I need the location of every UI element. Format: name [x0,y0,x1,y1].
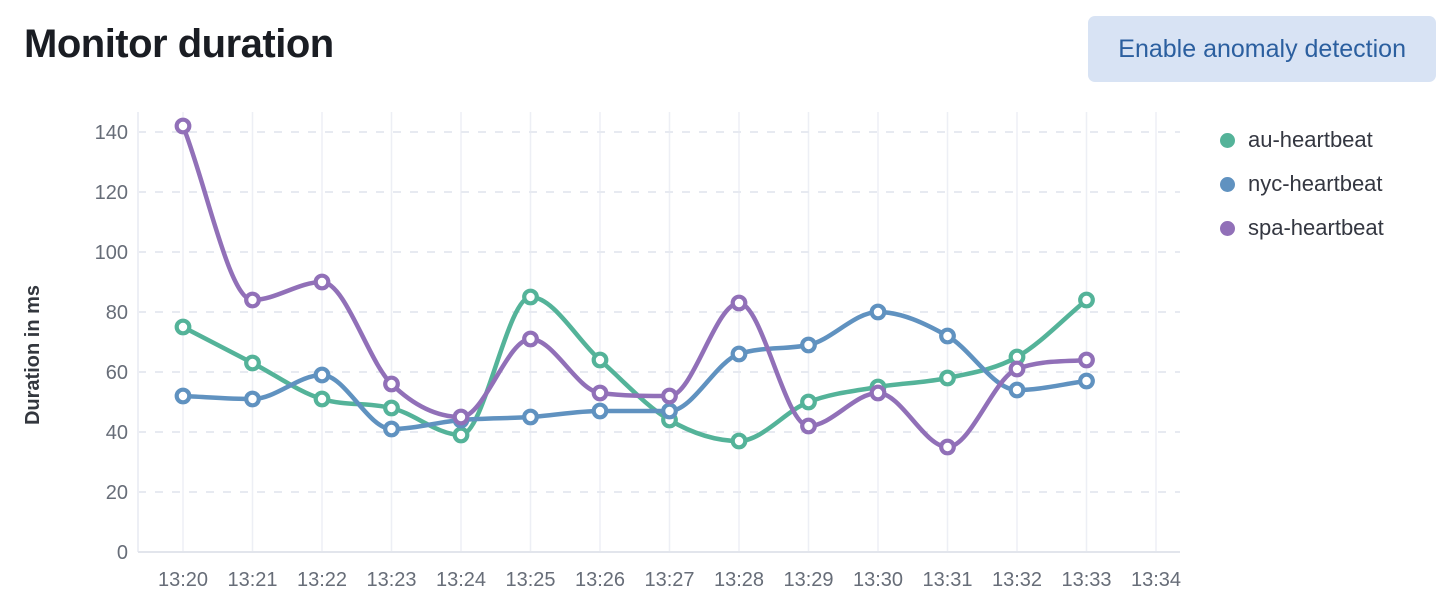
legend-dot-au-heartbeat [1220,132,1235,148]
legend-dot-spa-heartbeat [1220,220,1235,236]
line-chart-svg[interactable]: 13:20 13:21 13:22 13:23 13:24 13:25 13:26 13:27… [0,100,1200,606]
svg-text:100: 100 [95,242,128,264]
enable-anomaly-detection-button[interactable]: Enable anomaly detection [1088,16,1436,82]
legend-item-au-heartbeat[interactable]: au-heartbeat [1220,126,1384,154]
legend-item-nyc-heartbeat[interactable]: nyc-heartbeat [1220,170,1384,198]
page-title: Monitor duration [24,22,334,66]
legend-item-spa-heartbeat[interactable]: spa-heartbeat [1220,214,1384,242]
svg-text:13:28: 13:28 [714,569,764,591]
svg-text:13:24: 13:24 [436,569,486,591]
svg-text:13:30: 13:30 [853,569,903,591]
svg-text:13:34: 13:34 [1131,569,1181,591]
svg-text:13:25: 13:25 [505,569,555,591]
svg-text:60: 60 [106,362,128,384]
svg-text:13:26: 13:26 [575,569,625,591]
svg-text:140: 140 [95,122,128,144]
legend-label: nyc-heartbeat [1248,171,1383,196]
svg-text:80: 80 [106,302,128,324]
svg-text:120: 120 [95,182,128,204]
svg-text:13:33: 13:33 [1061,569,1111,591]
svg-text:13:22: 13:22 [297,569,347,591]
chart-legend: au-heartbeat nyc-heartbeat spa-heartbeat [1220,126,1384,258]
svg-text:0: 0 [117,542,128,564]
legend-label: spa-heartbeat [1248,215,1384,240]
svg-text:40: 40 [106,422,128,444]
svg-text:13:32: 13:32 [992,569,1042,591]
svg-text:13:23: 13:23 [366,569,416,591]
svg-text:13:29: 13:29 [783,569,833,591]
legend-dot-nyc-heartbeat [1220,176,1235,192]
svg-text:20: 20 [106,482,128,504]
monitor-duration-chart: Duration in ms 13:20 13:21 13:22 13:23 13:24… [0,100,1200,606]
svg-text:13:31: 13:31 [922,569,972,591]
svg-text:13:20: 13:20 [158,569,208,591]
svg-text:13:21: 13:21 [227,569,277,591]
legend-label: au-heartbeat [1248,127,1373,152]
svg-text:13:27: 13:27 [644,569,694,591]
